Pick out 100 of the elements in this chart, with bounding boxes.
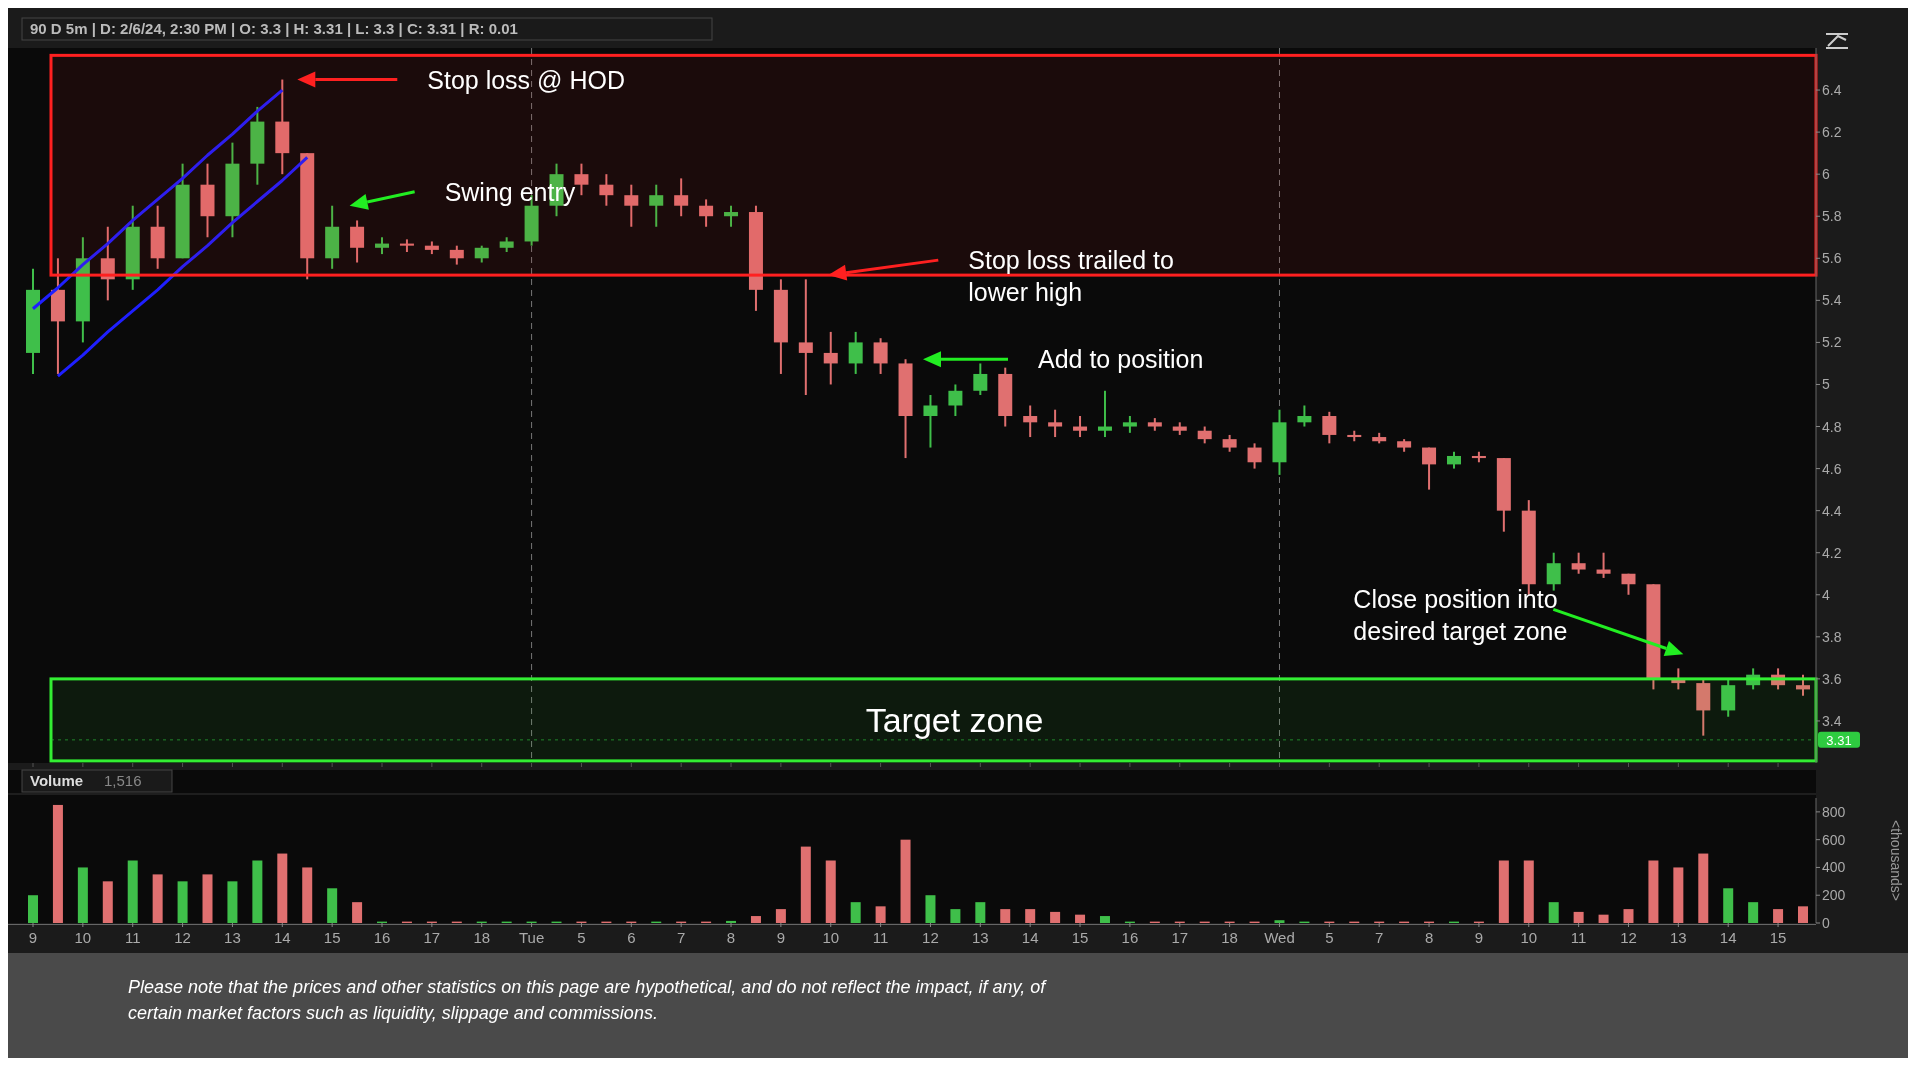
y-tick-label: 4: [1822, 586, 1830, 603]
x-tick-label: 12: [1620, 929, 1637, 946]
y-tick-label: 4.8: [1822, 418, 1842, 435]
candlestick: [649, 183, 664, 228]
x-tick-label: 17: [423, 929, 441, 946]
annotation: Stop loss trailed to lower high: [968, 246, 1174, 307]
bar: [1648, 860, 1659, 923]
chart-title: Volume: [30, 772, 84, 789]
candlestick: [1048, 408, 1063, 439]
x-tick-label: 8: [1424, 929, 1434, 946]
chart-subtitle: 1,516: [104, 772, 142, 789]
x-tick-label: 14: [1021, 929, 1039, 946]
ref-line-label: 3.31: [1826, 732, 1852, 748]
candlestick: [848, 330, 863, 375]
bar: [1673, 867, 1684, 923]
candlestick: [1596, 551, 1611, 579]
bar: [750, 916, 761, 923]
bar: [950, 909, 961, 923]
y-tick-label: 400: [1822, 859, 1846, 876]
line-series: [31, 88, 284, 311]
chart-subtitle: 90 D 5m | D: 2/6/24, 2:30 PM | O: 3.3 | H: 3.31 | L: 3.3 | C: 3.31 | R: 0.01: [30, 20, 518, 37]
bar: [102, 881, 113, 923]
bar: [1523, 860, 1534, 923]
candlestick: [1322, 410, 1337, 445]
y-tick-label: 4.4: [1822, 502, 1842, 519]
text: Please note that the prices and other statistics on this page are hypothetical, and do not reflect the impact, if any, of certain market factors such as liquidity, slippage and commissions.: [128, 977, 1048, 1023]
x-tick-label: Tue: [518, 929, 545, 946]
bar: [1773, 909, 1784, 923]
candlestick: [1297, 404, 1312, 428]
candlestick: [1796, 673, 1810, 697]
x-tick-label: 13: [1670, 929, 1687, 946]
x-tick-label: 10: [822, 929, 840, 946]
candlestick: [449, 244, 464, 266]
x-tick-label: 18: [1221, 929, 1238, 946]
y-tick-label: 3.4: [1822, 712, 1842, 729]
candlestick: [973, 362, 988, 396]
bar: [850, 902, 861, 923]
y-tick-label: 6.2: [1822, 124, 1842, 141]
bar: [1274, 920, 1285, 923]
candlestick: [1073, 415, 1088, 439]
x-tick-label: 12: [922, 929, 939, 946]
x-tick-label: 16: [1121, 929, 1139, 946]
x-tick-label: 11: [872, 929, 889, 946]
x-tick-label: 14: [1719, 929, 1737, 946]
bar: [252, 860, 263, 923]
bar: [1548, 902, 1559, 923]
x-tick-label: 12: [174, 929, 191, 946]
candlestick: [350, 219, 365, 264]
y-tick-label: 6: [1822, 166, 1830, 183]
bar: [327, 888, 338, 923]
bar: [1698, 853, 1709, 923]
bar: [1623, 909, 1634, 923]
bar: [1598, 914, 1609, 923]
bar: [177, 881, 188, 923]
y-tick-label: 0: [1822, 915, 1830, 931]
candlestick: [948, 383, 963, 418]
bar: [52, 804, 63, 923]
bar: [1573, 911, 1584, 923]
x-tick-label: 9: [28, 929, 38, 946]
x-tick-label: 14: [273, 929, 291, 946]
candlestick: [923, 393, 938, 449]
x-tick-label: Wed: [1264, 929, 1295, 946]
y-tick-label: 3.6: [1822, 670, 1842, 687]
x-tick-label: 9: [1474, 929, 1484, 946]
bar: [925, 895, 936, 923]
bar: [277, 853, 288, 923]
bar: [1099, 916, 1110, 923]
candlestick: [1571, 551, 1586, 575]
bar: [352, 902, 363, 923]
band-label: Target zone: [865, 700, 1044, 739]
bar: [800, 846, 811, 923]
bar: [127, 860, 138, 923]
y-tick-label: 5.4: [1822, 292, 1842, 309]
candlestick: [873, 337, 888, 375]
bar: [1723, 888, 1734, 923]
bar: [1000, 909, 1011, 923]
bar: [227, 881, 238, 923]
y-tick-label: 5: [1822, 376, 1830, 393]
annotation: Stop loss @ HOD: [427, 65, 625, 94]
x-tick-label: 13: [971, 929, 989, 946]
y-tick-label: 5.2: [1822, 334, 1842, 351]
y-tick-label: 800: [1822, 803, 1846, 820]
candlestick: [100, 225, 115, 302]
bar: [726, 920, 737, 923]
x-tick-label: 8: [726, 929, 736, 946]
candlestick: [1097, 389, 1112, 439]
x-tick-label: 7: [1375, 929, 1384, 946]
bar: [28, 895, 38, 923]
bar: [302, 867, 313, 923]
x-tick-label: 16: [373, 929, 391, 946]
bar: [1075, 914, 1086, 923]
candlestick: [574, 162, 589, 197]
x-tick-label: 15: [1071, 929, 1089, 946]
bar: [975, 902, 986, 923]
bar: [825, 860, 836, 923]
x-tick-label: 5: [577, 929, 586, 946]
bar: [152, 874, 163, 923]
x-tick-label: 10: [1520, 929, 1538, 946]
x-tick-label: 15: [1769, 929, 1787, 946]
x-tick-label: 11: [124, 929, 141, 946]
